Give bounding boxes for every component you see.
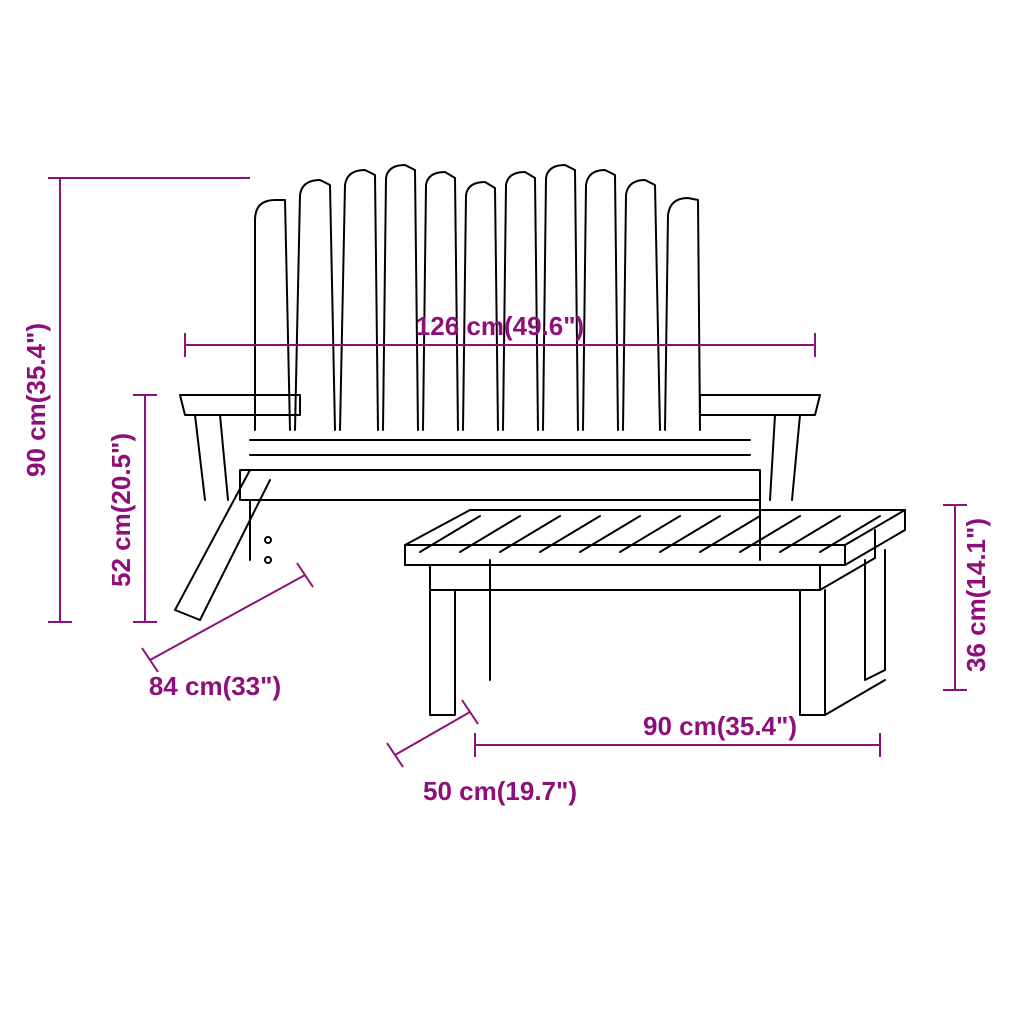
label-bench-width: 126 cm(49.6") [416, 311, 584, 341]
dimension-diagram: 90 cm(35.4") 52 cm(20.5") 126 cm(49.6") … [0, 0, 1024, 1024]
label-table-height: 36 cm(14.1") [961, 518, 991, 672]
label-table-length: 90 cm(35.4") [643, 711, 797, 741]
dim-table-height: 36 cm(14.1") [943, 505, 991, 690]
table-drawing [405, 510, 905, 715]
dim-bench-width: 126 cm(49.6") [185, 311, 815, 357]
dim-arm-height: 52 cm(20.5") [106, 395, 157, 622]
label-arm-height: 52 cm(20.5") [106, 433, 136, 587]
dimensions: 90 cm(35.4") 52 cm(20.5") 126 cm(49.6") … [21, 178, 991, 806]
dim-bench-depth: 84 cm(33") [142, 563, 313, 701]
label-bench-depth: 84 cm(33") [149, 671, 281, 701]
label-table-width: 50 cm(19.7") [423, 776, 577, 806]
label-bench-height: 90 cm(35.4") [21, 323, 51, 477]
dim-table-width: 50 cm(19.7") [387, 700, 577, 806]
bench-drawing [175, 165, 820, 620]
dim-table-length: 90 cm(35.4") [475, 711, 880, 757]
